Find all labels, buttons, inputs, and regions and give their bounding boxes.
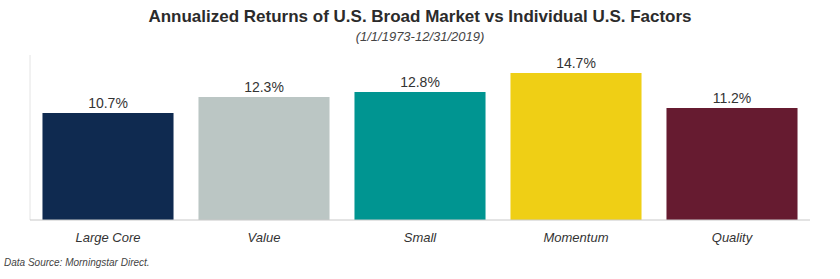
bar <box>354 92 485 220</box>
data-label: 12.3% <box>244 79 284 95</box>
x-tick-label: Small <box>404 230 438 245</box>
bar <box>666 108 797 220</box>
x-tick-label: Momentum <box>543 230 608 245</box>
x-axis-line <box>30 220 810 221</box>
x-tick-label: Quality <box>712 230 754 245</box>
bar <box>510 73 641 220</box>
x-tick-label: Large Core <box>75 230 140 245</box>
bars <box>42 73 797 220</box>
x-tick-label: Value <box>248 230 281 245</box>
data-label: 10.7% <box>88 95 128 111</box>
data-label: 12.8% <box>400 74 440 90</box>
subtitle: (1/1/1973-12/31/2019) <box>356 29 485 44</box>
y-axis-line <box>30 55 31 220</box>
chart: Annualized Returns of U.S. Broad Market … <box>0 0 840 279</box>
data-label: 14.7% <box>556 55 596 71</box>
data-label: 11.2% <box>713 90 752 106</box>
source: Data Source: Morningstar Direct. <box>4 257 150 268</box>
title: Annualized Returns of U.S. Broad Market … <box>148 7 691 26</box>
bar <box>42 113 173 220</box>
bar <box>198 97 329 220</box>
